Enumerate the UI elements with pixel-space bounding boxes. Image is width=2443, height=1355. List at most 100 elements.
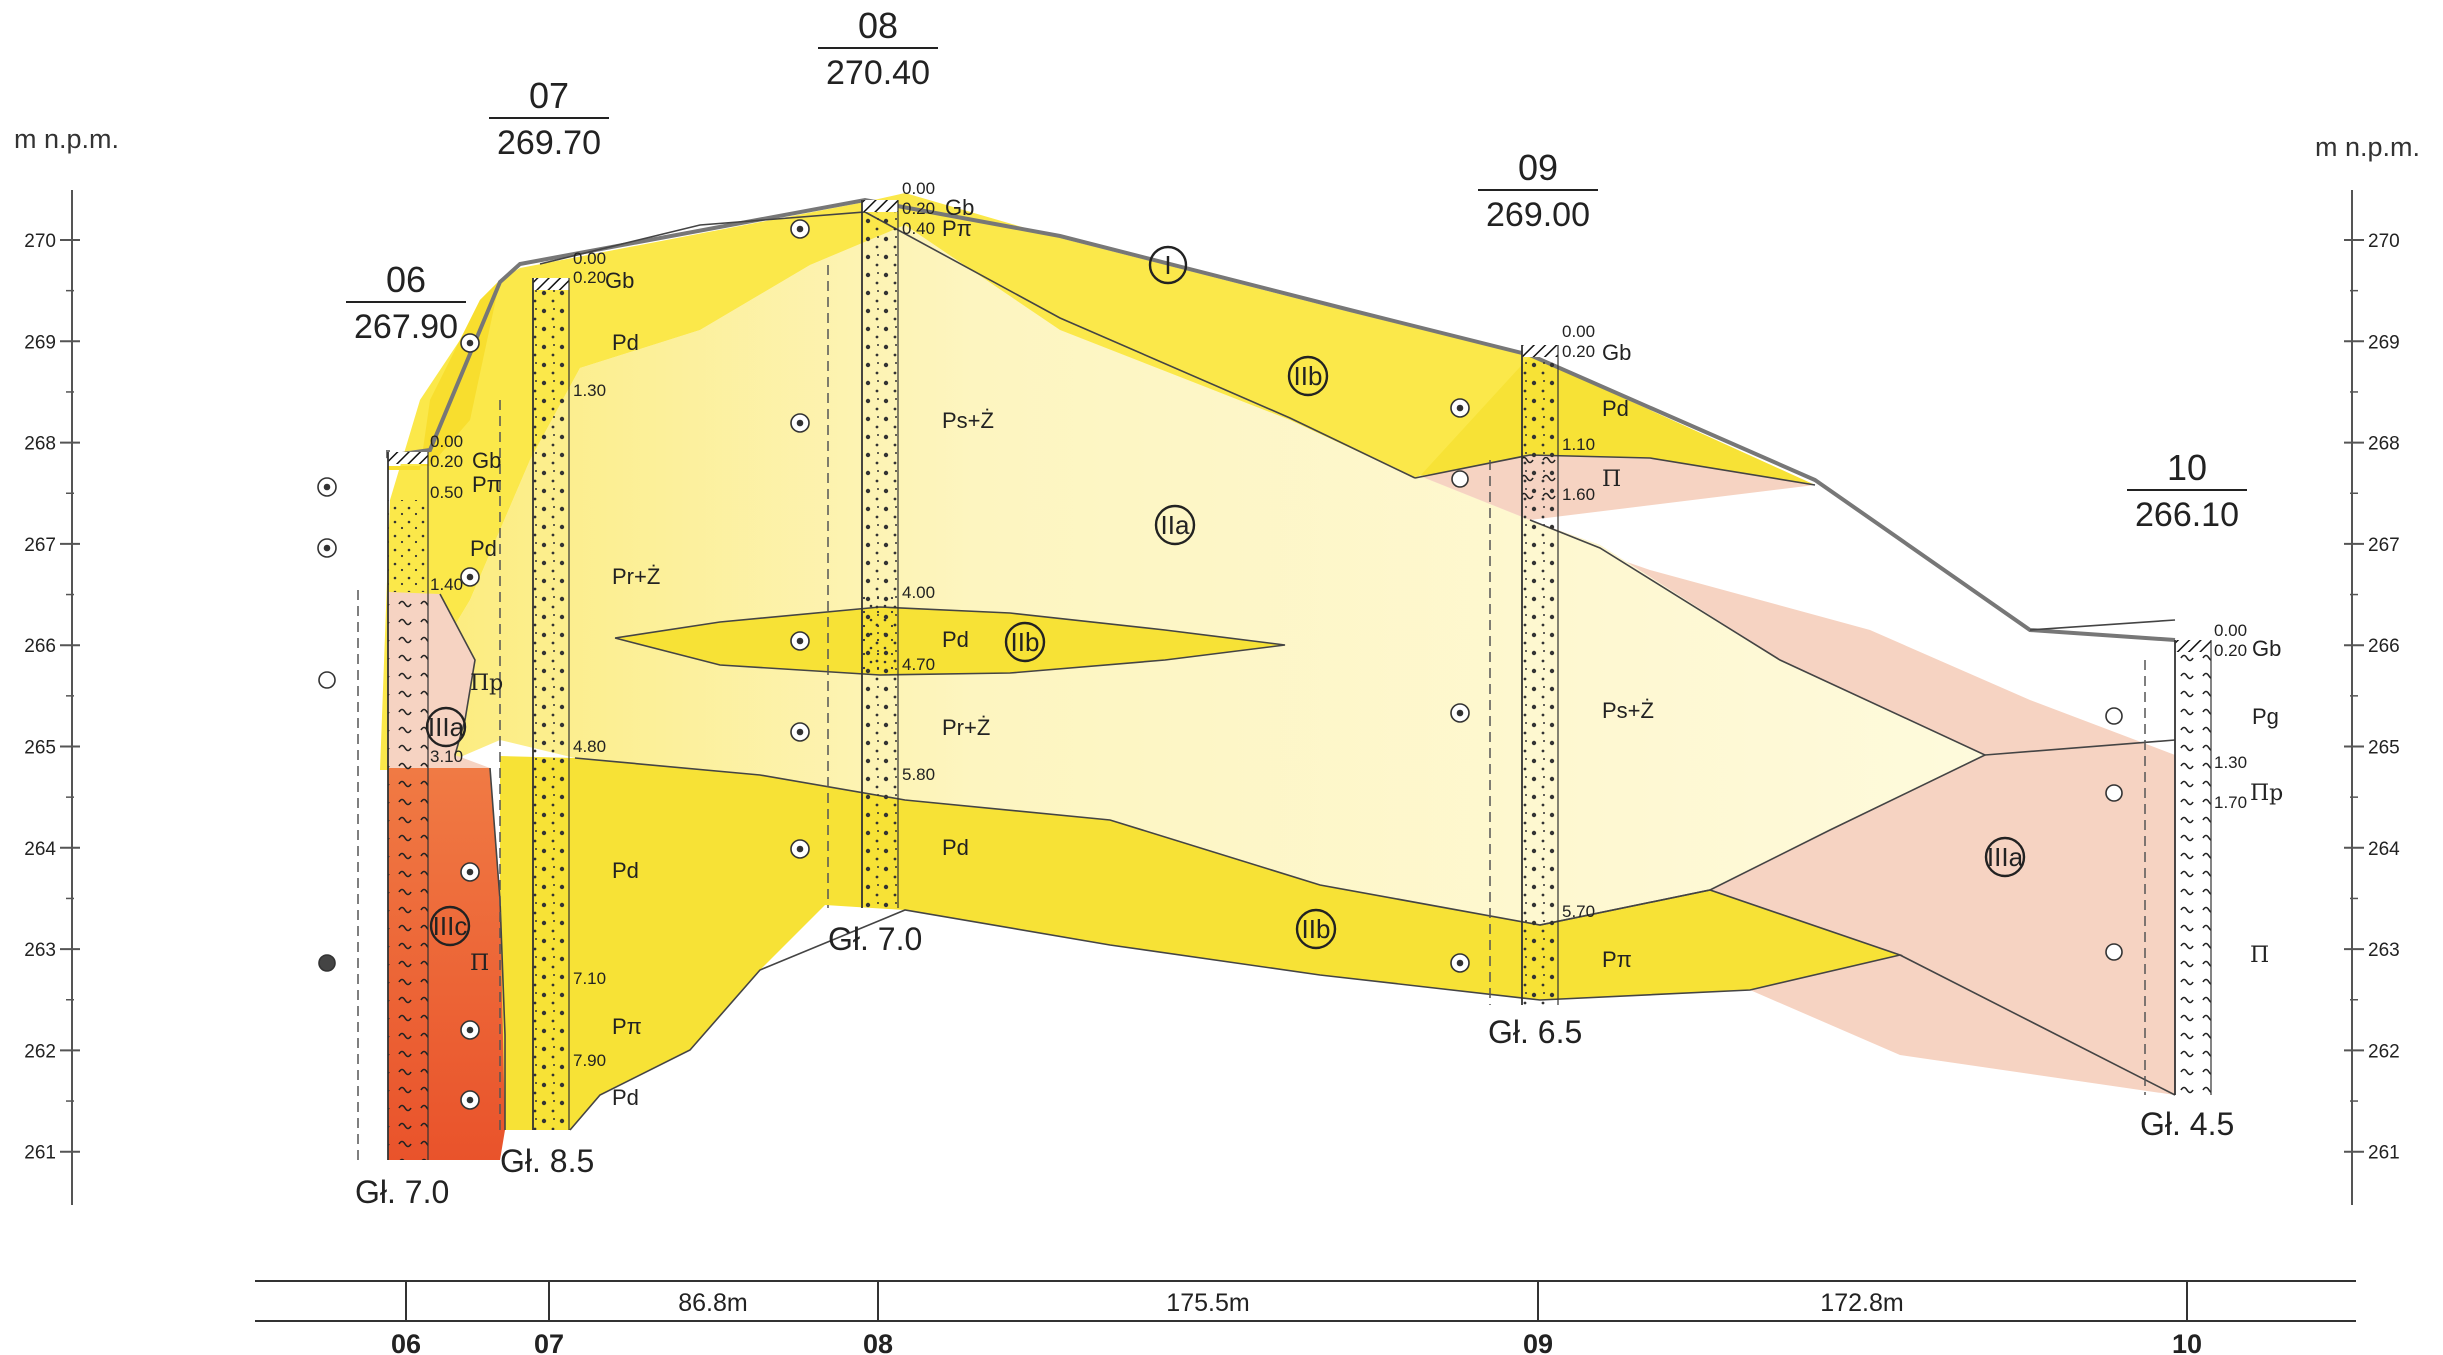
- layer-iib-lower-fill: [500, 756, 1900, 1130]
- final-depth-09: Gł. 6.5: [1488, 1014, 1582, 1050]
- depth-06-1: 0.20: [430, 452, 463, 471]
- depth-labels-08: 0.00 0.20 0.40 4.00 4.70 5.80: [902, 179, 935, 784]
- depth-08-4: 4.70: [902, 655, 935, 674]
- sample-point-icon: [790, 413, 810, 433]
- sample-markers: [317, 219, 2123, 1110]
- final-depth-07: Gł. 8.5: [500, 1143, 594, 1179]
- axis-ticks: 270 270 269 269 268 268 267 267 266 266 265 265 264 2…: [24, 231, 2400, 1164]
- depth-09-4: 5.70: [1562, 902, 1595, 921]
- sample-point-icon: [790, 219, 810, 239]
- distance-bar-labels: 86.8m 175.5m 172.8m 06 07 08 09 10: [391, 1289, 2202, 1355]
- borehole-07-id: 07: [529, 75, 569, 116]
- borehole-06-elevation: 267.90: [354, 308, 458, 346]
- sample-point-icon: [2105, 943, 2123, 961]
- depth-08-1: 0.20: [902, 199, 935, 218]
- svg-text:IIIc: IIIc: [433, 911, 468, 941]
- svg-text:IIb: IIb: [1294, 361, 1323, 391]
- depth-08-2: 0.40: [902, 219, 935, 238]
- layer-circle-labels: I IIb IIa IIb IIIa IIIc IIb IIIa: [425, 245, 2026, 950]
- right-axis-tick-label: 267: [2368, 535, 2400, 556]
- borehole-09-column: [1489, 345, 1559, 1005]
- layer-label-iiia-left: IIIa: [425, 706, 467, 748]
- soil-08-4: Pr+Ż: [942, 715, 990, 740]
- borehole-06-id: 06: [386, 259, 426, 300]
- layer-iib-right-fill: [1420, 356, 1815, 485]
- sample-point-icon: [2105, 707, 2123, 725]
- depth-09-2: 1.10: [1562, 435, 1595, 454]
- distance-08-09: 175.5m: [1166, 1289, 1249, 1317]
- depth-10-0: 0.00: [2214, 621, 2247, 640]
- depth-08-5: 5.80: [902, 765, 935, 784]
- soil-labels: Gb Pπ Pd Πp Π Gb Pd Pr+Ż Pd Pπ Pd Gb Pπ …: [470, 195, 2283, 1110]
- soil-07-0: Gb: [605, 268, 634, 293]
- soil-08-1: Pπ: [942, 216, 972, 241]
- layer-label-i: I: [1148, 245, 1188, 285]
- right-axis-tick-label: 266: [2368, 636, 2400, 657]
- left-axis-tick-label: 263: [24, 940, 56, 961]
- depth-06-0: 0.00: [430, 432, 463, 451]
- soil-10-0: Gb: [2252, 636, 2281, 661]
- layer-09-pi-fill: [1415, 455, 1815, 520]
- distance-07-08: 86.8m: [678, 1289, 747, 1317]
- sample-point-icon: [318, 671, 336, 689]
- left-axis-tick-label: 268: [24, 434, 56, 455]
- borehole-10-header: 10 266.10: [2127, 447, 2247, 534]
- soil-09-3: Ps+Ż: [1602, 698, 1654, 723]
- soil-07-2: Pr+Ż: [612, 564, 660, 589]
- depth-07-2: 1.30: [573, 381, 606, 400]
- soil-10-3: Π: [2250, 943, 2269, 968]
- borehole-09-id: 09: [1518, 147, 1558, 188]
- right-axis-tick-label: 264: [2368, 839, 2400, 860]
- layer-label-iib-lower: IIb: [1295, 908, 1337, 950]
- sample-point-icon: [790, 631, 810, 651]
- depth-10-3: 1.70: [2214, 793, 2247, 812]
- soil-08-2: Ps+Ż: [942, 408, 994, 433]
- bar-label-09: 09: [1523, 1329, 1553, 1355]
- layer-label-iia: IIa: [1154, 504, 1196, 546]
- sample-point-icon: [1450, 703, 1470, 723]
- sample-point-icon: [2105, 784, 2123, 802]
- right-axis-tick-label: 265: [2368, 738, 2400, 759]
- soil-08-5: Pd: [942, 835, 969, 860]
- soil-09-2: Π: [1602, 467, 1621, 492]
- left-axis-tick-label: 267: [24, 535, 56, 556]
- bar-label-06: 06: [391, 1329, 421, 1355]
- distance-09-10: 172.8m: [1820, 1289, 1903, 1317]
- right-axis-unit: m n.p.m.: [2315, 132, 2420, 162]
- borehole-06-column: [357, 452, 429, 1160]
- sample-point-icon: [1450, 953, 1470, 973]
- soil-07-1: Pd: [612, 330, 639, 355]
- layer-iiia-right-fill: [1420, 476, 2175, 1095]
- left-axis-tick-label: 269: [24, 332, 56, 353]
- sample-point-icon: [460, 1090, 480, 1110]
- borehole-09-header: 09 269.00: [1478, 147, 1598, 234]
- left-axis-tick-label: 264: [24, 839, 56, 860]
- depth-06-4: 3.10: [430, 747, 463, 766]
- svg-text:IIIa: IIIa: [1987, 842, 2024, 872]
- borehole-07-column: [499, 278, 570, 1130]
- layer-iib-lens-fill: [615, 607, 1285, 675]
- bar-label-10: 10: [2172, 1329, 2202, 1355]
- soil-07-4: Pπ: [612, 1014, 642, 1039]
- left-axis-tick-label: 265: [24, 738, 56, 759]
- sample-point-icon: [460, 862, 480, 882]
- depth-labels-10: 0.00 0.20 1.30 1.70: [2214, 621, 2247, 812]
- borehole-08-id: 08: [858, 5, 898, 46]
- soil-06-1: Pπ: [472, 472, 502, 497]
- right-axis-tick-label: 261: [2368, 1143, 2400, 1164]
- depth-07-4: 7.10: [573, 969, 606, 988]
- depth-08-0: 0.00: [902, 179, 935, 198]
- layer-label-iiic: IIIc: [429, 905, 471, 947]
- right-axis-tick-label: 269: [2368, 332, 2400, 353]
- sample-point-icon: [317, 538, 337, 558]
- right-axis-tick-label: 263: [2368, 940, 2400, 961]
- borehole-10-column: [2144, 640, 2212, 1095]
- sample-point-icon: [790, 722, 810, 742]
- sample-point-icon: [1451, 470, 1469, 488]
- borehole-08-column: [827, 200, 899, 908]
- borehole-08-header: 08 270.40: [818, 5, 938, 92]
- soil-06-3: Πp: [470, 671, 503, 696]
- depth-06-3: 1.40: [430, 575, 463, 594]
- borehole-08-elevation: 270.40: [826, 54, 930, 92]
- soil-06-2: Pd: [470, 536, 497, 561]
